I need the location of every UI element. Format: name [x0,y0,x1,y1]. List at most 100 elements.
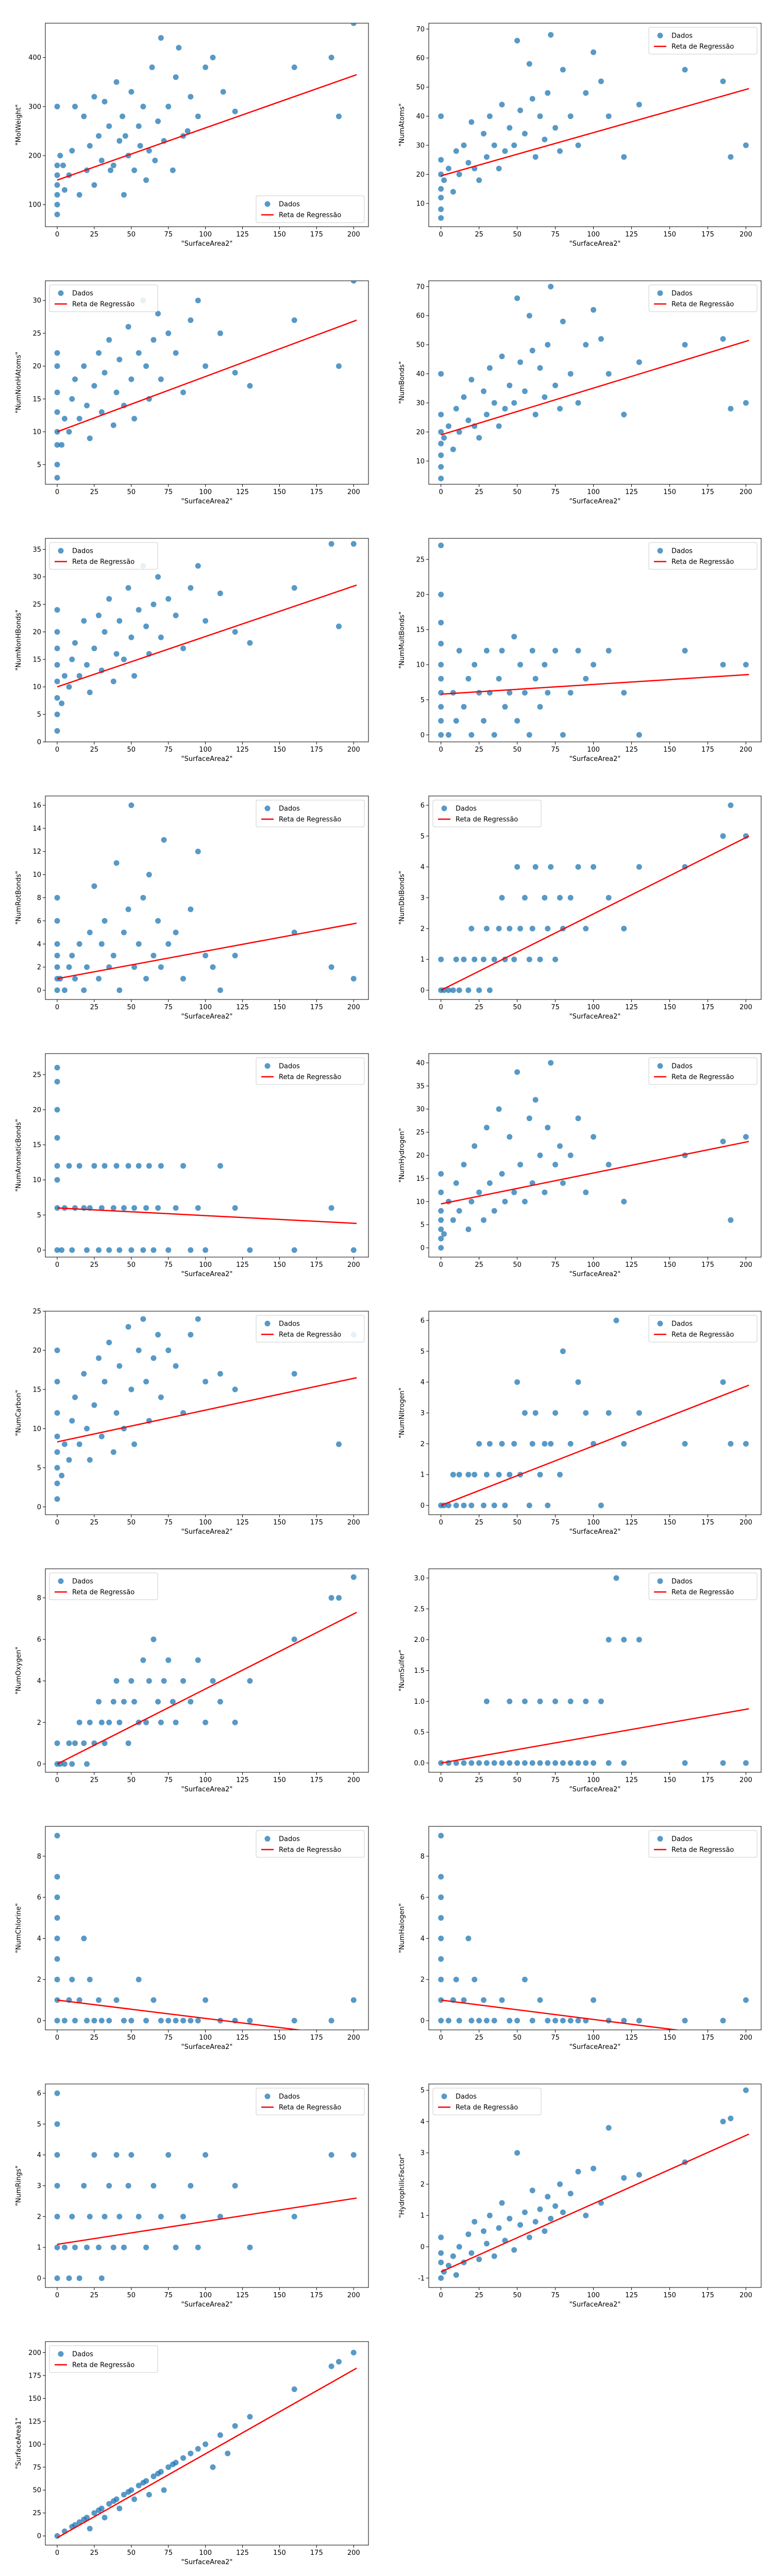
y-tick-label: 2.0 [414,1636,425,1644]
legend-label-regressao: Reta de Regressão [72,2362,135,2369]
data-point [496,2225,502,2231]
data-point [76,192,82,198]
legend-label-regressao: Reta de Regressão [671,301,734,309]
data-point [106,123,112,129]
x-tick-label: 100 [587,1261,600,1269]
legend-box [648,542,758,570]
y-tick-label: 6 [37,1636,41,1644]
y-tick-label: 30 [32,297,41,305]
data-point [87,2526,93,2532]
data-point [557,1471,563,1478]
x-tick-label: 25 [475,2292,483,2299]
data-point [453,2272,459,2278]
chart-3: 0 25 50 75 100 125 150 175 200 5 10 15 20 25 30 "Surfac… [15,280,369,505]
data-point [81,987,87,993]
legend: Dados Reta de Regressão [256,2088,365,2115]
x-tick-label: 100 [587,746,600,754]
data-point [583,1189,589,1195]
data-point [522,690,528,696]
data-point [560,66,566,73]
data-point [102,369,108,376]
x-tick-label: 100 [587,1519,600,1527]
data-point [438,476,444,482]
data-point [499,895,505,901]
data-point [583,1698,589,1704]
x-tick-label: 75 [551,231,560,239]
data-point [98,2275,105,2281]
data-point [542,1440,548,1447]
data-point [54,629,60,635]
data-point [54,695,60,701]
x-tick-label: 0 [55,746,59,754]
data-point [461,394,467,400]
data-point [583,925,589,931]
y-tick-label: 3 [421,894,425,902]
data-point [552,2203,559,2209]
data-point [350,1574,357,1580]
data-point [522,2209,528,2215]
x-tick-label: 150 [273,1261,286,1269]
data-point [69,953,75,959]
chart-14: 0 25 50 75 100 125 150 175 200 0.0 0.5 1.0 1.5 2.0 2.5… [398,1568,762,1793]
data-point [481,388,487,394]
legend: Dados Reta de Regressão [648,284,758,312]
data-point [606,1760,612,1766]
data-point [743,1440,749,1447]
y-tick-label: 30 [416,400,425,408]
data-point [59,700,65,706]
data-point [158,1163,164,1169]
data-point [545,342,551,348]
data-point [328,2018,334,2024]
x-tick-label: 200 [347,1776,360,1784]
data-point [84,2018,90,2024]
data-point [328,2363,334,2369]
data-point [161,837,167,843]
data-point [54,1410,60,1416]
data-point [557,1143,563,1149]
x-tick-label: 100 [199,2034,212,2042]
data-point [54,2018,60,2024]
x-tick-label: 50 [127,2034,136,2042]
data-point [450,1471,456,1478]
x-tick-label: 0 [55,2549,59,2557]
data-point [116,1719,123,1725]
data-point [522,130,528,137]
y-tick-label: 16 [32,802,41,809]
x-axis-label: "SurfaceArea2" [181,1270,233,1278]
data-point [567,2191,574,2197]
data-point [542,137,548,143]
data-point [545,90,551,96]
y-axis-label: "HydrophilicFactor" [398,2154,406,2218]
data-point [66,1457,72,1463]
x-tick-label: 25 [475,746,483,754]
x-tick-label: 50 [127,2292,136,2299]
legend-label-dados: Dados [279,1063,300,1071]
data-point [537,1471,543,1478]
data-point [720,1139,726,1145]
data-point [106,1247,112,1253]
y-tick-label: 20 [32,363,41,370]
data-point [180,2213,186,2219]
legend-label-dados: Dados [279,201,300,209]
data-point [98,409,105,415]
x-tick-label: 75 [551,1261,560,1269]
y-tick-label: 10 [416,662,425,669]
data-point [545,1502,551,1509]
data-point [529,2188,535,2194]
y-tick-label: 5 [421,833,425,840]
data-point [54,442,60,448]
data-layer [438,283,749,482]
data-point [116,138,123,144]
legend-box [49,1572,158,1600]
data-point [165,330,172,336]
data-point [438,1874,444,1880]
plot-frame [45,280,369,485]
plot-frame [45,538,369,742]
data-point [87,1719,93,1725]
legend-box [256,195,365,223]
data-point [106,596,112,602]
data-point [173,2018,179,2024]
data-point [291,2213,297,2219]
x-tick-label: 25 [475,1261,483,1269]
data-point [438,1956,444,1962]
